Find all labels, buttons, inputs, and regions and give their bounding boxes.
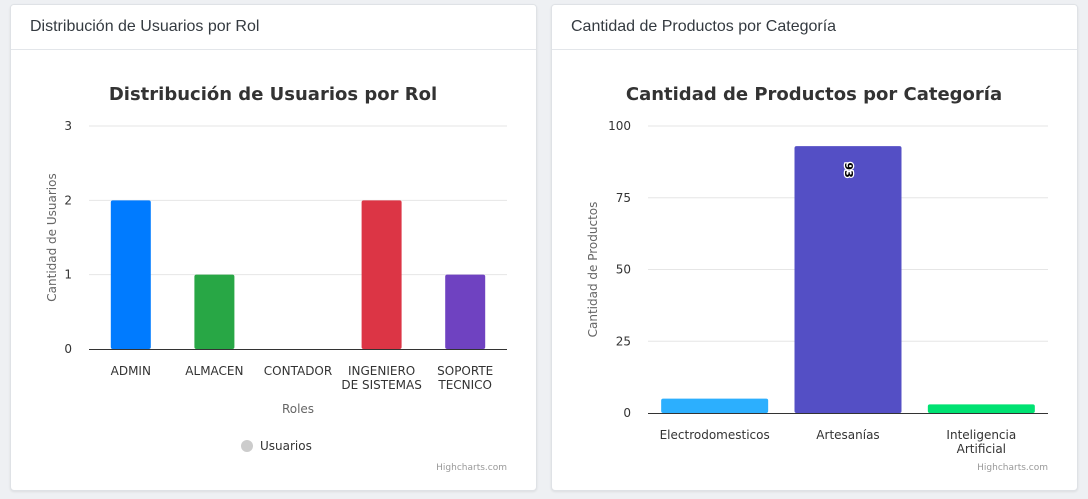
products-by-category-card: Cantidad de Productos por Categoría Cant… <box>551 4 1078 491</box>
x-tick-label: SOPORTE TECNICO <box>437 364 493 392</box>
bar[interactable] <box>361 200 402 349</box>
users-by-role-chart: Distribución de Usuarios por Rol 0 1 2 3 Cant… <box>45 84 507 473</box>
y-axis-title: Cantidad de Productos <box>586 202 600 338</box>
legend-label: Usuarios <box>260 439 312 453</box>
bar[interactable] <box>794 146 902 413</box>
data-label: 93 <box>842 162 855 177</box>
users-by-role-card-header: Distribución de Usuarios por Rol <box>11 5 536 50</box>
y-tick-label: 100 <box>608 119 631 133</box>
chart-title: Cantidad de Productos por Categoría <box>626 84 1002 105</box>
legend-symbol <box>241 440 253 452</box>
bar[interactable] <box>194 274 235 349</box>
y-tick-label: 50 <box>616 263 631 277</box>
x-tick-label: ALMACEN <box>185 364 243 378</box>
credits-link[interactable]: Highcharts.com <box>436 463 507 473</box>
products-by-category-card-header: Cantidad de Productos por Categoría <box>552 5 1077 50</box>
y-tick-label: 2 <box>64 193 72 207</box>
chart-title: Distribución de Usuarios por Rol <box>109 84 437 105</box>
bar[interactable] <box>110 200 151 349</box>
y-tick-label: 75 <box>616 191 631 205</box>
y-tick-label: 25 <box>616 334 631 348</box>
products-by-category-chart: Cantidad de Productos por Categoría 0 25 50… <box>586 84 1048 473</box>
x-axis-title: Roles <box>282 402 314 416</box>
x-tick-label: INGENIERO DE SISTEMAS <box>341 364 422 392</box>
x-tick-label: Artesanías <box>816 428 879 442</box>
x-tick-label: Electrodomesticos <box>660 428 770 442</box>
x-tick-label: Inteligencia Artificial <box>946 428 1016 456</box>
y-axis-title: Cantidad de Usuarios <box>45 173 59 301</box>
y-tick-label: 0 <box>623 406 631 420</box>
y-tick-label: 1 <box>64 268 72 282</box>
bar[interactable] <box>445 274 486 349</box>
credits-link[interactable]: Highcharts.com <box>977 463 1048 473</box>
x-tick-label: CONTADOR <box>264 364 332 378</box>
legend-item[interactable]: Usuarios <box>241 439 312 453</box>
users-by-role-card: Distribución de Usuarios por Rol Distrib… <box>10 4 537 491</box>
bar[interactable] <box>661 398 769 413</box>
x-tick-label: ADMIN <box>111 364 151 378</box>
y-tick-label: 0 <box>64 342 72 356</box>
y-tick-label: 3 <box>64 119 72 133</box>
bar[interactable] <box>927 404 1035 413</box>
